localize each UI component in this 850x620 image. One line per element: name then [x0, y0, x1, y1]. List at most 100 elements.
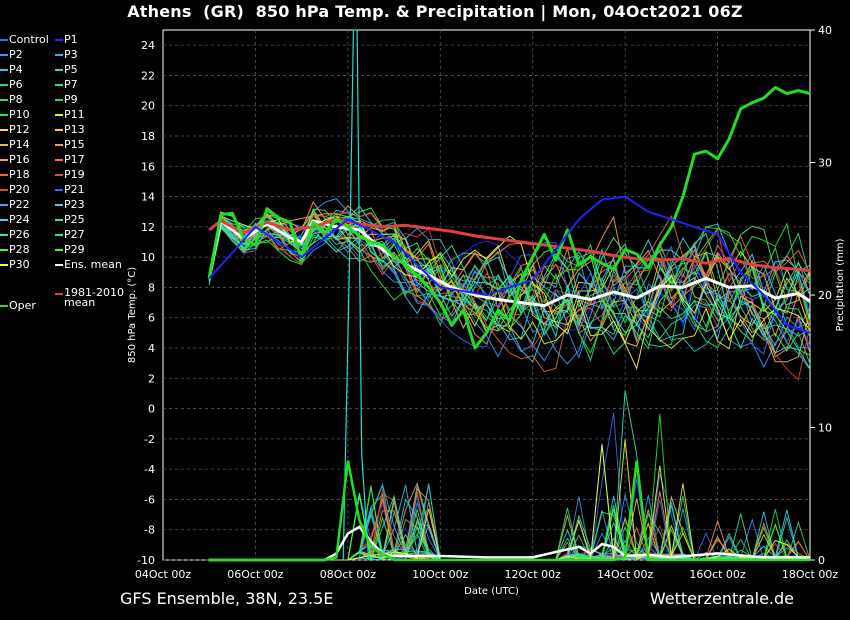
- legend-swatch: [0, 99, 8, 101]
- y2-tick-label: 0: [818, 554, 825, 567]
- x-tick-label: 16Oct 00z: [689, 568, 746, 581]
- ensemble-member-precip-line: [209, 498, 811, 561]
- legend-label: 1981-2010 mean: [64, 286, 124, 309]
- ensemble-member-precip-line: [209, 485, 811, 561]
- source-credit[interactable]: Wetterzentrale.de: [649, 589, 794, 608]
- ensemble-member-precip-line: [209, 483, 811, 561]
- legend-label: P24: [9, 213, 30, 226]
- legend-label: P28: [9, 243, 30, 256]
- legend-swatch: [0, 84, 8, 86]
- legend-item: P10: [0, 109, 30, 121]
- legend-swatch: [55, 264, 63, 266]
- legend-item: Ens. mean: [55, 259, 122, 271]
- legend-label: Ens. mean: [64, 258, 122, 271]
- ensemble-member-precip-line: [209, 485, 811, 561]
- legend-swatch: [0, 114, 8, 116]
- legend-label: P5: [64, 63, 78, 76]
- ensemble-member-temp-line: [208, 212, 811, 381]
- legend-item: P14: [0, 139, 30, 151]
- y-tick-label: 14: [141, 191, 155, 204]
- legend-label: P21: [64, 183, 85, 196]
- y-tick-label: 24: [141, 39, 155, 52]
- legend-item: P16: [0, 154, 30, 166]
- legend-label: P7: [64, 78, 78, 91]
- legend-item: P19: [55, 169, 85, 181]
- legend-item: Control: [0, 34, 49, 46]
- legend-label: Oper: [9, 299, 36, 312]
- legend-label: P11: [64, 108, 85, 121]
- legend-swatch: [55, 204, 63, 206]
- y-tick-label: -8: [144, 524, 155, 537]
- legend-swatch: [0, 204, 8, 206]
- legend-swatch: [55, 99, 63, 101]
- y-tick-label: -4: [144, 463, 155, 476]
- ensemble-member-precip-line: [209, 503, 811, 561]
- y-tick-label: 2: [148, 372, 155, 385]
- y2-tick-label: 20: [818, 289, 832, 302]
- legend-swatch: [0, 219, 8, 221]
- legend-label: P15: [64, 138, 85, 151]
- legend-item: P22: [0, 199, 30, 211]
- ensemble-member-temp-line: [208, 212, 811, 358]
- legend-label: P2: [9, 48, 23, 61]
- legend-swatch: [55, 249, 63, 251]
- y-tick-label: 8: [148, 281, 155, 294]
- legend-swatch: [0, 234, 8, 236]
- legend-swatch: [55, 129, 63, 131]
- x-tick-label: 04Oct 00z: [135, 568, 192, 581]
- ensemble-member-precip-line: [209, 501, 811, 561]
- legend-item: P15: [55, 139, 85, 151]
- legend-swatch: [0, 264, 8, 266]
- legend-label: P29: [64, 243, 85, 256]
- legend-item: P8: [0, 94, 23, 106]
- x-tick-label: 14Oct 00z: [597, 568, 654, 581]
- x-tick-label: 08Oct 00z: [320, 568, 377, 581]
- legend-swatch: [0, 69, 8, 71]
- legend-label: P27: [64, 228, 85, 241]
- legend-label: P13: [64, 123, 85, 136]
- legend-item: P23: [55, 199, 85, 211]
- y-tick-label: 4: [148, 342, 155, 355]
- y-tick-label: 18: [141, 130, 155, 143]
- x-tick-label: 06Oct 00z: [227, 568, 284, 581]
- legend-swatch: [55, 234, 63, 236]
- series-line-p1: [208, 195, 811, 334]
- legend-item: P21: [55, 184, 85, 196]
- legend-swatch: [55, 144, 63, 146]
- legend-label: P26: [9, 228, 30, 241]
- legend-swatch: [0, 129, 8, 131]
- legend-item: P26: [0, 229, 30, 241]
- model-info: GFS Ensemble, 38N, 23.5E: [120, 589, 334, 608]
- legend-label: P12: [9, 123, 30, 136]
- legend-label: P19: [64, 168, 85, 181]
- series-line-oper: [207, 86, 811, 350]
- legend-label: P9: [64, 93, 78, 106]
- legend-label: P22: [9, 198, 30, 211]
- ensemble-member-temp-line: [208, 207, 811, 357]
- legend-label: P1: [64, 33, 78, 46]
- legend-label: P6: [9, 78, 23, 91]
- legend-swatch: [55, 39, 63, 41]
- legend-item: P24: [0, 214, 30, 226]
- legend-swatch: [0, 39, 8, 41]
- legend-label: P8: [9, 93, 23, 106]
- legend-label: P4: [9, 63, 23, 76]
- x-axis-label: Date (UTC): [464, 586, 519, 597]
- series-line-1981-2010-mean: [208, 217, 811, 273]
- y-tick-label: 12: [141, 221, 155, 234]
- y-tick-label: 16: [141, 160, 155, 173]
- legend-item: P18: [0, 169, 30, 181]
- ensemble-member-precip-line: [209, 413, 811, 561]
- legend-item: 1981-2010 mean: [55, 286, 124, 309]
- y-tick-label: 6: [148, 312, 155, 325]
- precip-spike-line: [342, 29, 370, 561]
- legend-swatch: [0, 174, 8, 176]
- legend-item: P11: [55, 109, 85, 121]
- y-tick-label: -10: [137, 554, 155, 567]
- legend-swatch: [0, 305, 8, 307]
- y-tick-label: -2: [144, 433, 155, 446]
- legend-swatch: [55, 189, 63, 191]
- legend-item: P25: [55, 214, 85, 226]
- legend-label: P30: [9, 258, 30, 271]
